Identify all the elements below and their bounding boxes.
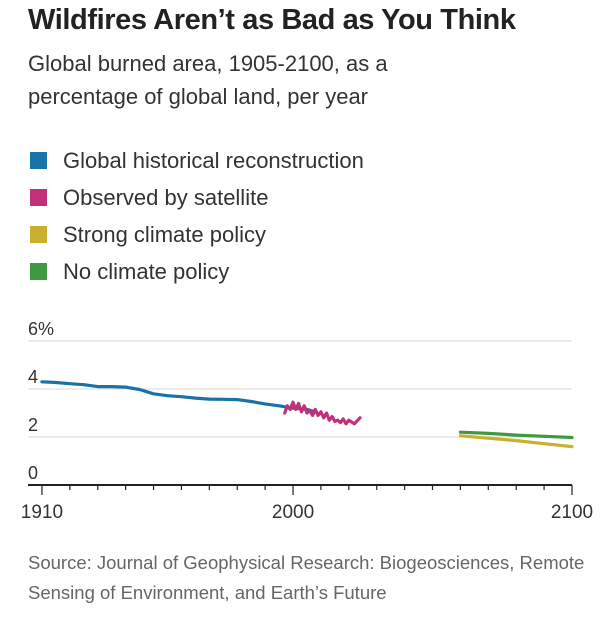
y-axis-labels: 0 2 4 6%: [28, 319, 54, 483]
legend-label-historical: Global historical reconstruction: [63, 147, 364, 173]
legend-swatch-strong-policy: [30, 226, 47, 243]
legend-swatch-satellite: [30, 189, 47, 206]
chart-subtitle: Global burned area, 1905-2100, as a perc…: [28, 51, 388, 109]
x-tick-label: 2000: [272, 502, 314, 523]
legend: Global historical reconstruction Observe…: [30, 142, 364, 290]
legend-label-satellite: Observed by satellite: [63, 184, 269, 210]
line-chart: 0 2 4 6% 1910 2000 2100: [21, 319, 593, 523]
series-historical-line: [40, 380, 317, 414]
source-note: Source: Journal of Geophysical Research:…: [28, 552, 585, 603]
legend-item-no-policy: No climate policy: [30, 253, 364, 290]
chart-title: Wildfires Aren’t as Bad as You Think: [28, 4, 516, 36]
series-no-policy-line: [458, 430, 574, 440]
x-tick-label: 1910: [21, 502, 63, 523]
y-tick-label: 4: [28, 367, 38, 387]
legend-item-historical: Global historical reconstruction: [30, 142, 364, 179]
y-tick-label: 0: [28, 463, 38, 483]
x-axis: 1910 2000 2100: [21, 484, 593, 523]
x-tick-label: 2100: [551, 502, 593, 523]
y-tick-label: 2: [28, 415, 38, 435]
gridlines: [28, 340, 572, 438]
y-tick-label: 6%: [28, 319, 54, 339]
series-lines: [40, 380, 574, 449]
legend-swatch-historical: [30, 152, 47, 169]
legend-item-strong-policy: Strong climate policy: [30, 216, 364, 253]
legend-label-no-policy: No climate policy: [63, 258, 230, 284]
legend-label-strong-policy: Strong climate policy: [63, 221, 266, 247]
series-strong-policy-line: [458, 434, 574, 449]
legend-item-satellite: Observed by satellite: [30, 179, 364, 216]
series-satellite-line: [283, 400, 362, 426]
legend-swatch-no-policy: [30, 263, 47, 280]
